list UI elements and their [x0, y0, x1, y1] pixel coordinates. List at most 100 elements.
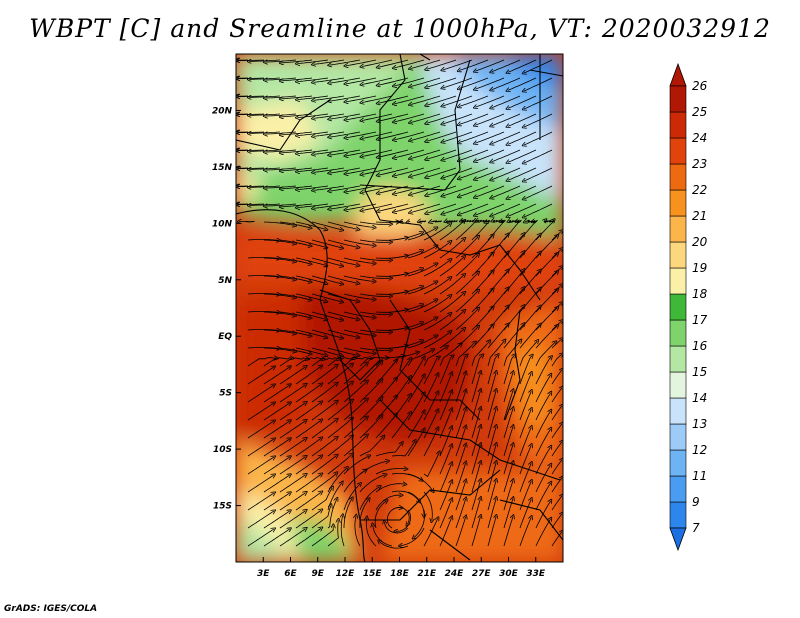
streamline — [519, 341, 537, 367]
streamline — [439, 482, 452, 511]
streamline — [407, 376, 424, 403]
colorbar-swatch — [669, 85, 687, 113]
streamline — [487, 307, 508, 331]
streamline — [471, 271, 493, 295]
streamline — [455, 327, 478, 349]
streamline — [247, 403, 274, 421]
streamline — [295, 420, 321, 439]
streamline — [279, 475, 306, 493]
streamline — [524, 59, 553, 73]
streamline — [439, 293, 464, 313]
streamline — [394, 113, 425, 122]
streamline — [327, 311, 358, 319]
streamline — [524, 131, 553, 145]
streamline — [487, 235, 508, 259]
lon-tick-label: 12E — [336, 569, 356, 579]
streamline — [503, 288, 524, 313]
streamline — [311, 438, 337, 457]
streamline — [263, 493, 290, 511]
streamline — [508, 77, 537, 90]
streamline — [508, 95, 537, 108]
streamline — [330, 59, 361, 65]
streamline — [407, 336, 436, 349]
streamline — [407, 491, 424, 516]
streamline — [493, 220, 506, 222]
streamline — [508, 167, 537, 180]
streamline — [359, 329, 391, 332]
streamline — [311, 420, 337, 439]
streamline — [311, 473, 336, 493]
streamline — [535, 483, 551, 511]
streamline — [551, 339, 562, 349]
lon-tick-label: 33E — [526, 569, 546, 579]
streamline — [439, 410, 452, 439]
lat-tick-label: 10S — [213, 445, 232, 455]
streamline — [343, 347, 374, 353]
streamline — [487, 516, 496, 547]
streamline — [439, 329, 464, 349]
streamline — [394, 131, 425, 140]
streamline — [439, 311, 464, 331]
streamline — [378, 59, 409, 67]
streamline — [519, 289, 540, 313]
streamline — [410, 131, 441, 141]
streamline — [311, 526, 333, 547]
streamline — [263, 347, 295, 351]
streamline — [343, 417, 367, 439]
streamline — [503, 463, 513, 493]
streamline — [366, 518, 377, 547]
streamline — [247, 385, 274, 403]
streamline — [459, 95, 489, 107]
streamline — [455, 445, 466, 475]
longitude-axis: 3E 6E 9E 12E 15E 18E 21E 24E 27E 30E 33E — [257, 557, 546, 579]
streamline — [327, 468, 347, 493]
lon-tick-label: 21E — [417, 569, 437, 579]
streamline — [311, 275, 342, 284]
streamline — [535, 290, 557, 313]
streamline — [551, 388, 562, 403]
streamline — [551, 285, 562, 295]
streamline — [375, 495, 401, 511]
streamline — [359, 475, 385, 493]
streamline — [362, 149, 393, 157]
streamline — [492, 131, 521, 144]
streamline — [459, 131, 489, 143]
streamline — [508, 185, 537, 198]
streamline — [327, 483, 342, 511]
streamline — [551, 514, 562, 529]
streamline — [519, 356, 532, 385]
streamline — [362, 95, 393, 103]
streamline — [455, 309, 478, 331]
streamline — [327, 520, 338, 547]
streamline — [295, 239, 326, 247]
streamline — [544, 220, 554, 222]
streamline — [423, 332, 450, 349]
streamline — [263, 293, 295, 297]
streamline — [487, 341, 505, 367]
streamline — [295, 366, 321, 385]
streamline — [551, 303, 562, 313]
streamline — [359, 239, 391, 242]
streamline — [471, 235, 493, 259]
streamline — [443, 113, 473, 124]
streamline — [378, 77, 409, 85]
streamline — [247, 367, 274, 385]
streamline — [394, 77, 425, 86]
streamline — [471, 325, 493, 349]
streamline — [327, 239, 358, 247]
colorbar-label: 7 — [692, 521, 700, 535]
colorbar-label: 18 — [692, 287, 708, 301]
streamline — [535, 236, 557, 259]
streamline — [295, 492, 321, 511]
streamline — [279, 511, 306, 529]
streamline — [263, 275, 295, 279]
streamline — [492, 95, 521, 108]
streamline — [410, 59, 441, 69]
streamline — [443, 77, 473, 88]
streamline — [343, 456, 369, 475]
streamline — [535, 465, 551, 493]
lon-tick-label: 9E — [312, 569, 325, 579]
streamline — [524, 149, 553, 163]
streamline — [346, 95, 377, 102]
streamline — [423, 314, 450, 331]
